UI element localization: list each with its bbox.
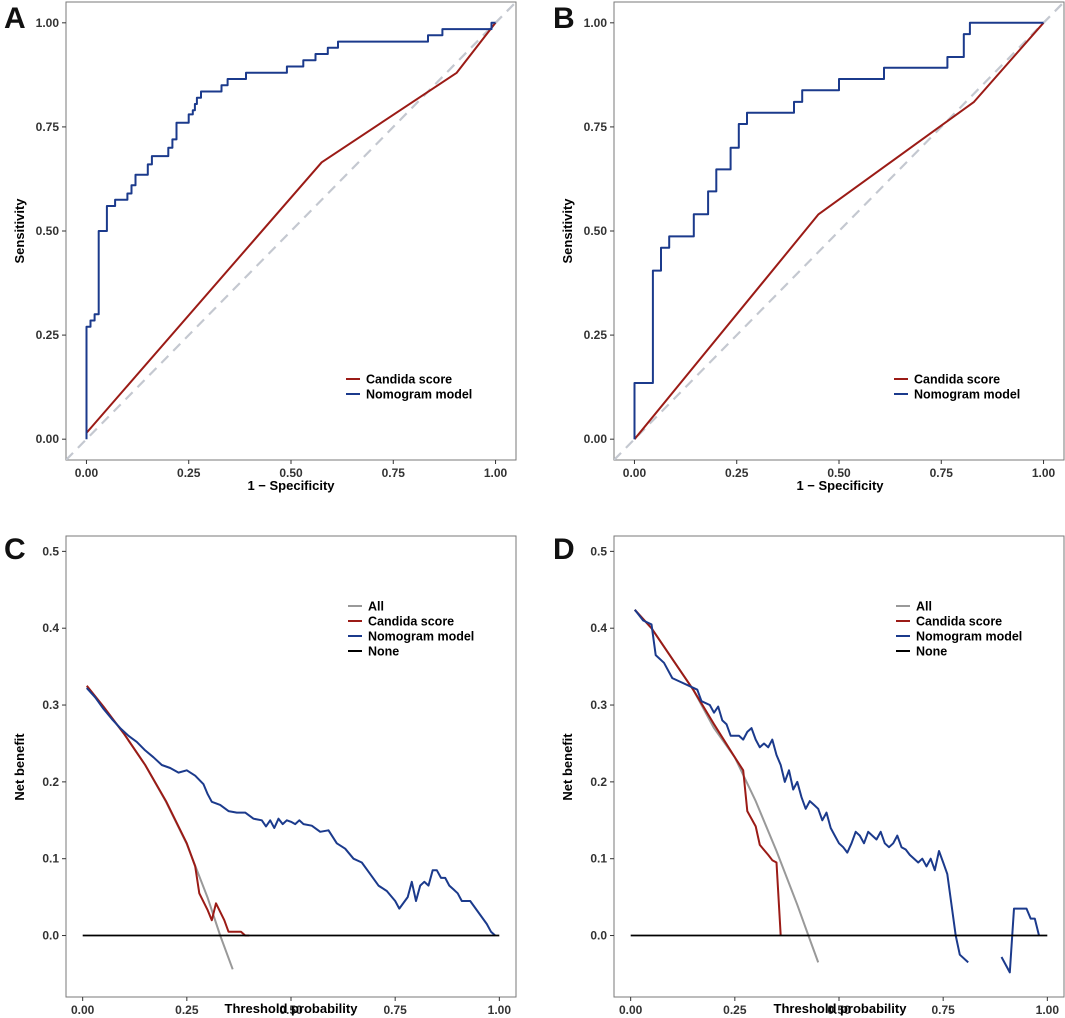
y-tick-label: 0.2 bbox=[590, 775, 607, 789]
y-tick-label: 0.25 bbox=[584, 328, 608, 342]
x-tick-label: 0.00 bbox=[71, 1003, 95, 1017]
legend-label-nomogram-model: Nomogram model bbox=[916, 630, 1022, 644]
series-line-candida-score bbox=[85, 22, 497, 434]
legend-label-none: None bbox=[368, 645, 399, 659]
reference-diagonal-line bbox=[614, 2, 1064, 460]
x-tick-label: 0.25 bbox=[175, 1003, 199, 1017]
series-line-candida-score bbox=[633, 22, 1045, 440]
legend-label-none: None bbox=[916, 645, 947, 659]
plot-area bbox=[614, 2, 1064, 460]
legend-label-candida-score: Candida score bbox=[916, 615, 1002, 629]
series-line-nomogram-model bbox=[85, 21, 496, 440]
series-line-all bbox=[634, 609, 820, 963]
x-tick-label: 0.75 bbox=[383, 1003, 407, 1017]
y-tick-label: 0.00 bbox=[36, 432, 60, 446]
x-axis-label: 1 − Specificity bbox=[247, 478, 335, 493]
series-line-nomogram-model bbox=[634, 609, 969, 964]
y-tick-label: 0.3 bbox=[590, 698, 607, 712]
y-tick-label: 0.50 bbox=[36, 224, 60, 238]
series-line-nomogram-model-tail bbox=[1000, 907, 1040, 974]
series-line-nomogram-model bbox=[86, 687, 496, 937]
legend-label-candida-score: Candida score bbox=[366, 373, 452, 387]
x-tick-label: 0.25 bbox=[723, 1003, 747, 1017]
x-tick-label: 0.00 bbox=[623, 466, 647, 480]
y-tick-label: 1.00 bbox=[36, 16, 60, 30]
y-axis-label: Sensitivity bbox=[12, 198, 27, 264]
x-tick-label: 0.75 bbox=[382, 466, 406, 480]
panel-c: C 0.00 0.25 0.50 0.75 1.00 0.0 0.1 0.2 0.3 0.4 0.5… bbox=[4, 533, 517, 1017]
y-axis-label: Net benefit bbox=[12, 733, 27, 801]
y-tick-label: 0.0 bbox=[590, 929, 607, 943]
panel-d-letter: D bbox=[553, 533, 575, 566]
y-tick-label: 0.0 bbox=[42, 929, 59, 943]
legend-label-candida-score: Candida score bbox=[368, 615, 454, 629]
x-tick-label: 1.00 bbox=[1036, 1003, 1060, 1017]
x-tick-label: 1.00 bbox=[1032, 466, 1056, 480]
x-tick-label: 0.75 bbox=[930, 466, 954, 480]
y-tick-label: 0.25 bbox=[36, 328, 60, 342]
y-tick-label: 0.75 bbox=[584, 120, 608, 134]
legend-label-all: All bbox=[916, 600, 932, 614]
legend-label-candida-score: Candida score bbox=[914, 373, 1000, 387]
plot-area bbox=[66, 2, 516, 460]
x-tick-label: 0.75 bbox=[931, 1003, 955, 1017]
series-line-nomogram-model bbox=[633, 21, 1044, 440]
series-line-candida-score bbox=[634, 609, 782, 936]
panel-d: D 0.00 0.25 0.50 0.75 1.00 0.0 0.1 0.2 0.3 0.4 0.5… bbox=[553, 533, 1065, 1017]
legend-label-nomogram-model: Nomogram model bbox=[368, 630, 474, 644]
x-axis-label: Threshold probability bbox=[225, 1001, 359, 1016]
x-tick-label: 0.25 bbox=[177, 466, 201, 480]
series-line-candida-score bbox=[86, 685, 250, 937]
panel-a: A 0.00 0.25 0.50 0.75 1.00 0.00 0.25 0.50 0.75 1.… bbox=[4, 1, 517, 493]
x-axis-label: 1 − Specificity bbox=[796, 478, 884, 493]
x-tick-label: 0.50 bbox=[827, 466, 851, 480]
panel-b-letter: B bbox=[553, 2, 575, 35]
y-tick-label: 0.5 bbox=[590, 544, 607, 558]
y-tick-label: 0.2 bbox=[42, 775, 59, 789]
panel-c-letter: C bbox=[4, 533, 26, 566]
legend-label-nomogram-model: Nomogram model bbox=[366, 388, 472, 402]
x-tick-label: 0.50 bbox=[279, 466, 303, 480]
y-tick-label: 0.4 bbox=[590, 621, 607, 635]
reference-diagonal-line bbox=[66, 2, 516, 460]
y-tick-label: 0.5 bbox=[42, 544, 59, 558]
y-tick-label: 0.75 bbox=[36, 120, 60, 134]
y-tick-label: 0.1 bbox=[42, 852, 59, 866]
panel-b: B 0.00 0.25 0.50 0.75 1.00 0.00 0.25 0.50 0.75 1.… bbox=[553, 1, 1065, 493]
legend-label-all: All bbox=[368, 600, 384, 614]
plot-area bbox=[630, 609, 1048, 974]
x-tick-label: 0.00 bbox=[75, 466, 99, 480]
plot-frame bbox=[613, 535, 1065, 998]
plot-area bbox=[82, 685, 500, 970]
y-tick-label: 1.00 bbox=[584, 16, 608, 30]
x-tick-label: 0.25 bbox=[725, 466, 749, 480]
y-tick-label: 0.50 bbox=[584, 224, 608, 238]
series-line-all bbox=[86, 686, 234, 970]
y-tick-label: 0.4 bbox=[42, 621, 59, 635]
x-tick-label: 0.50 bbox=[827, 1003, 851, 1017]
y-tick-label: 0.1 bbox=[590, 852, 607, 866]
x-tick-label: 0.00 bbox=[619, 1003, 643, 1017]
y-axis-label: Sensitivity bbox=[560, 198, 575, 264]
y-tick-label: 0.3 bbox=[42, 698, 59, 712]
x-tick-label: 1.00 bbox=[488, 1003, 512, 1017]
x-tick-label: 0.50 bbox=[279, 1003, 303, 1017]
y-tick-label: 0.00 bbox=[584, 432, 608, 446]
legend-label-nomogram-model: Nomogram model bbox=[914, 388, 1020, 402]
plot-frame bbox=[65, 535, 517, 998]
x-axis-label: Threshold probability bbox=[774, 1001, 908, 1016]
y-axis-label: Net benefit bbox=[560, 733, 575, 801]
x-tick-label: 1.00 bbox=[484, 466, 508, 480]
panel-a-letter: A bbox=[4, 2, 26, 35]
